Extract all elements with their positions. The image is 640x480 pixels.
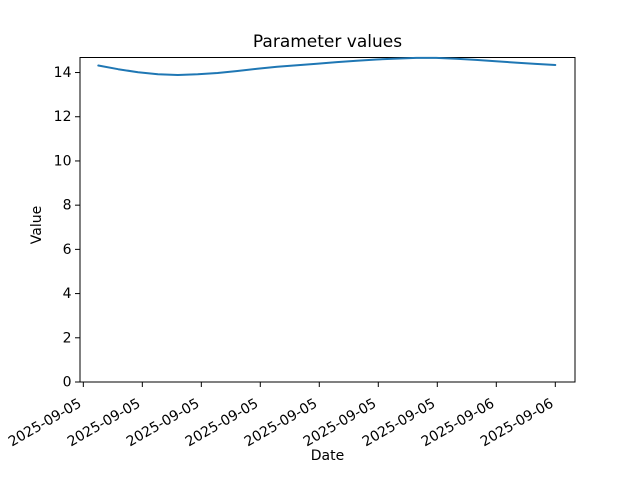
y-tick-label: 8 [63, 198, 72, 214]
data-line [97, 56, 557, 76]
axes-frame [79, 57, 576, 383]
y-tick-label: 0 [63, 375, 72, 391]
y-tick-label: 6 [63, 242, 72, 258]
y-tick-label: 2 [63, 330, 72, 346]
y-tick-label: 10 [54, 153, 72, 169]
y-tick-label: 4 [63, 286, 72, 302]
chart-title: Parameter values [252, 32, 403, 52]
x-axis-label: Date [310, 448, 345, 464]
y-tick-label: 14 [54, 65, 72, 81]
y-tick-label: 12 [54, 109, 72, 125]
